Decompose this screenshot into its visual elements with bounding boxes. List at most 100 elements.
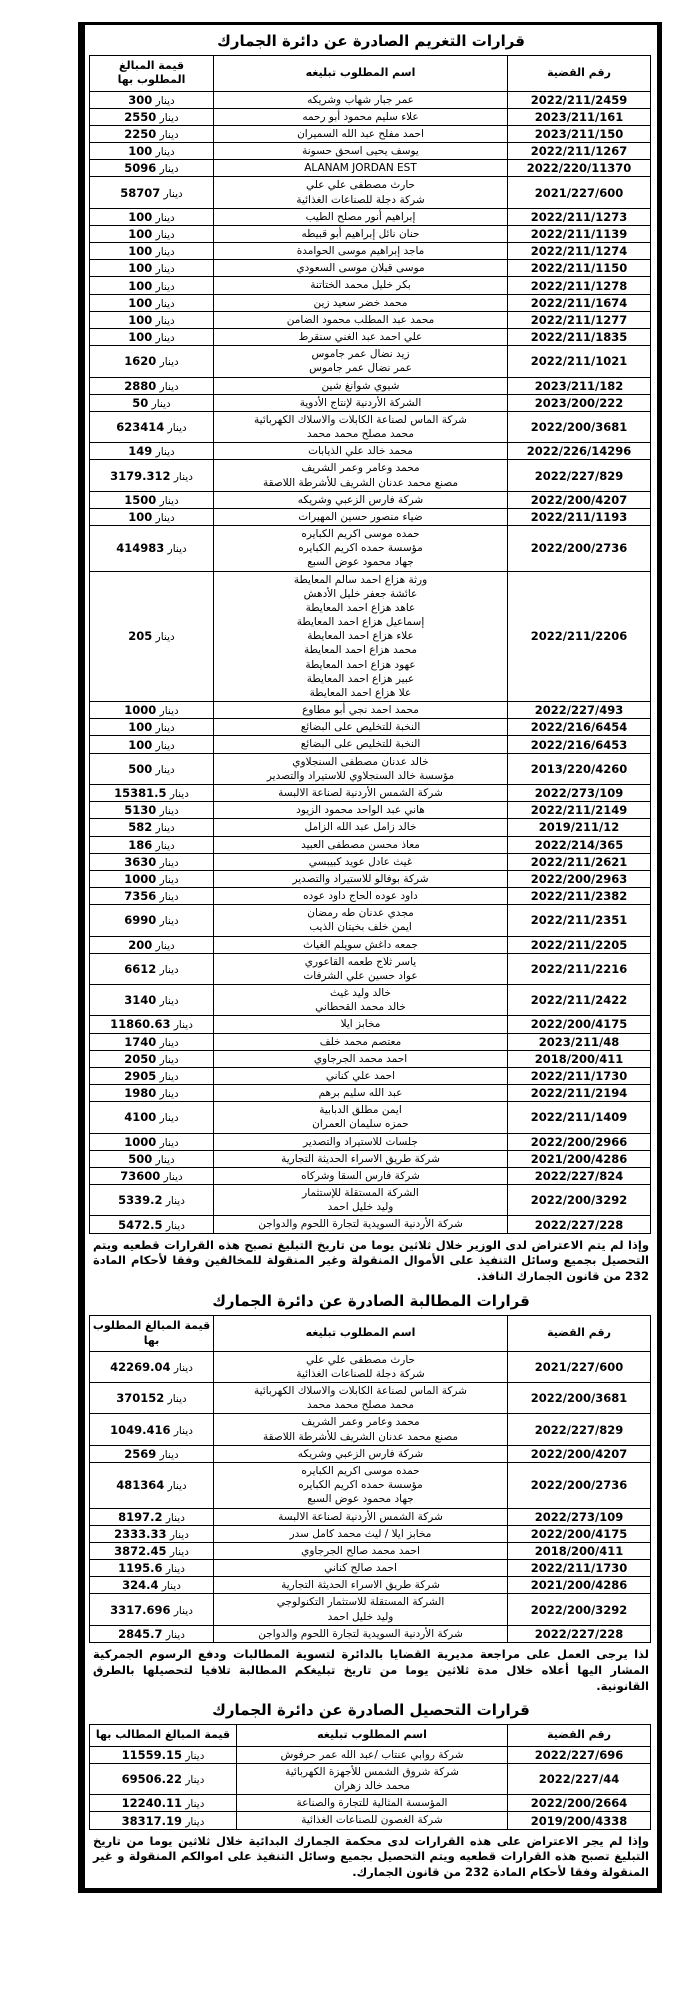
notified-name: محمد وعامر وعمر الشريف مصنع محمد عدنان ال… [213,459,508,492]
notified-name: يوسف يحيى اسحق حسونة [213,142,508,161]
notified-name: موسى قبلان موسى السعودي [213,259,508,278]
amount-value: 3140 دينار [89,984,214,1017]
amount-value: 5339.2 دينار [89,1184,214,1217]
notified-name: شركة فارس الزعبي وشريكه [213,490,508,509]
case-number: 2021/200/4286 [507,1149,651,1168]
notified-name: الشركة الأردنية لإنتاج الأدوية [213,393,508,412]
case-number: 2022/211/1021 [507,345,651,378]
case-number: 2022/200/2664 [507,1794,651,1813]
case-number: 2023/211/150 [507,124,651,144]
table-row: 2022/211/2149 هاني عبد الواحد محمود الزيو… [89,801,651,820]
case-number: 2022/211/2459 [507,90,651,109]
case-number: 2022/211/2351 [507,904,651,937]
case-number: 2022/200/3681 [507,410,651,444]
amount-value: 1500 دينار [89,490,214,509]
case-number: 2022/211/1835 [507,327,651,347]
table-row: 2022/227/829 محمد وعامر وعمر الشريف مصنع م… [89,1413,651,1446]
table-row: 2022/200/3681 شركة الماس لصناعة الكابلات … [89,1382,651,1415]
notified-name: احمد مفلح عبد الله السميران [213,124,508,144]
table-row: 2022/211/1139 حنان نائل إبراهيم أبو قبيطه… [89,224,651,244]
case-number: 2023/200/222 [507,393,651,412]
notified-name: حمده موسى اكريم الكبايره مؤسسة حمده اكريم… [213,525,508,572]
case-number: 2022/211/2216 [507,952,651,986]
case-number: 2022/200/2963 [507,869,651,889]
amount-value: 5096 دينار [89,159,214,178]
notified-name: حارث مصطفى علي علي شركة دجلة للصناعات الغ… [213,176,508,209]
amount-value: 1000 دينار [89,1132,214,1151]
case-number: 2022/200/4175 [507,1015,651,1034]
notified-name: النخبة للتخليص على البضائع [213,718,508,737]
table-row: 2022/200/4207 شركة فارس الزعبي وشريكه 1500… [89,490,651,509]
table-row: 2018/200/411 احمد محمد صالح الجرجاوي 3872.… [89,1541,651,1561]
case-number: 2022/200/4175 [507,1524,651,1543]
amount-value: 5130 دينار [89,801,214,820]
case-number-header: رقم القضية [507,55,651,92]
notified-name: مخابز ايلا [213,1015,508,1034]
table-row: 2022/211/1730 احمد علي كناني 2905 دينار [89,1066,651,1086]
case-number: 2022/200/4207 [507,490,651,509]
amount-value: 100 دينار [89,293,214,312]
table-row: 2023/211/182 شيوي شوانغ شين 2880 دينار [89,376,651,395]
table-row: 2022/200/4175 مخابز ايلا 11860.63 دينار [89,1015,651,1034]
table-row: 2022/200/2736 حمده موسى اكريم الكبايره مؤس… [89,525,651,572]
fines-footnote: وإذا لم يتم الاعتراض لدى الوزير خلال ثلا… [93,1237,649,1284]
table-row: 2023/211/150 احمد مفلح عبد الله السميران 2… [89,124,651,144]
notified-name: شركة روابي عنتاب /عبد الله عمر حرفوش [236,1745,508,1764]
notified-name: جمعه داغش سويلم الغياث [213,935,508,954]
case-number: 2018/200/411 [507,1541,651,1561]
notified-name: داود عوده الحاج داود عوده [213,887,508,906]
case-number: 2022/273/109 [507,1507,651,1526]
case-number: 2022/227/824 [507,1166,651,1186]
table-row: 2021/200/4286 شركة طريق الاسراء الحديثة ا… [89,1576,651,1595]
case-number: 2021/200/4286 [507,1576,651,1595]
case-number: 2022/211/1273 [507,207,651,226]
amount-value: 7356 دينار [89,887,214,906]
amount-value: 12240.11 دينار [89,1794,237,1813]
case-number: 2022/214/365 [507,835,651,854]
case-number: 2022/211/1277 [507,310,651,330]
notified-name: الشركة المستقلة للاستثمار التكنولوجي وليد… [213,1593,508,1626]
notified-name: شركة الشمس الأردنية لصناعة الالبسة [213,1507,508,1526]
notified-name: عمر جبار شهاب وشريكه [213,90,508,109]
case-number: 2022/211/1674 [507,293,651,312]
table-row: 2022/273/109 شركة الشمس الأردنية لصناعة ا… [89,1507,651,1526]
case-number: 2022/200/3681 [507,1382,651,1415]
notified-name: شركة الشمس الأردنية لصناعة الالبسة [213,783,508,803]
notified-name: شيوي شوانغ شين [213,376,508,395]
collections-footnote: وإذا لم يجر الاعتراض على هذه القرارات لد… [93,1833,649,1880]
amount-header: قيمة المبالغ المطلوب بها [89,1315,214,1352]
amount-value: 2880 دينار [89,376,214,395]
case-number: 2022/227/696 [507,1745,651,1764]
table-row: 2022/200/2664 المؤسسة المثالية للتجارة وا… [89,1794,651,1813]
table-row: 2022/211/2422 خالد وليد غيث خالد محمد القح… [89,984,651,1017]
case-number: 2013/220/4260 [507,752,651,785]
notified-name: احمد صالح كناني [213,1559,508,1578]
table-row: 2022/216/6453 النخبة للتخليص على البضائع 1… [89,735,651,754]
collections-section-title: قرارات التحصيل الصادرة عن دائرة الجمارك [212,1701,530,1720]
customs-notice-sheet: قرارات التغريم الصادرة عن دائرة الجمارك … [78,22,662,1894]
notified-name: محمد عبد المطلب محمود الضامن [213,310,508,330]
table-row: 2022/211/2382 داود عوده الحاج داود عوده 73… [89,887,651,906]
table-row: 2022/211/1273 إبراهيم أنور مصلح الطيب 100 … [89,207,651,226]
amount-header: قيمة المبالغ المطلوب بها [89,55,214,92]
case-number: 2022/226/14296 [507,442,651,461]
notified-name: ورثة هزاع احمد سالم المعايطة عائشة جعفر خ… [213,570,508,703]
fines-section-title: قرارات التغريم الصادرة عن دائرة الجمارك [217,32,525,50]
table-row: 2022/211/1150 موسى قبلان موسى السعودي 100 … [89,259,651,278]
amount-value: 3872.45 دينار [89,1541,214,1561]
amount-value: 2550 دينار [89,107,214,126]
notified-name: شركة طريق الاسراء الحديثة التجارية [213,1149,508,1168]
case-number: 2022/220/11370 [507,159,651,178]
notified-name-header: اسم المطلوب تبليغه [236,1724,508,1747]
case-number: 2022/211/2382 [507,887,651,906]
table-row: 2022/200/3292 الشركة المستقلة للإستثمار ول… [89,1184,651,1217]
amount-value: 1000 دينار [89,869,214,889]
case-number: 2022/211/1730 [507,1066,651,1086]
amount-value: 205 دينار [89,570,214,703]
amount-value: 6612 دينار [89,952,214,986]
amount-value: 186 دينار [89,835,214,854]
table-row: 2021/200/4286 شركة طريق الاسراء الحديثة ا… [89,1149,651,1168]
notified-name: شركة الأردنية السويدية لتجارة اللحوم وال… [213,1215,508,1234]
case-number: 2022/200/3292 [507,1593,651,1626]
